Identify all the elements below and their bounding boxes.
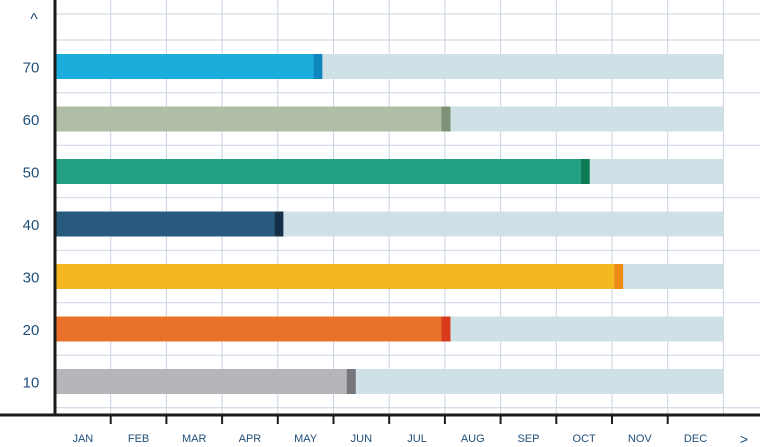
y-tick-label: 70 [23, 60, 40, 77]
y-tick-label: 40 [23, 217, 40, 234]
x-tick-label: DEC [684, 433, 707, 445]
bar-20 [55, 316, 442, 342]
x-tick-label: MAR [182, 433, 207, 445]
x-tick-label: MAY [294, 433, 318, 445]
bar-cap-50 [580, 159, 590, 184]
bar-30 [55, 264, 615, 289]
x-tick-label: NOV [628, 433, 653, 445]
bar-cap-20 [441, 316, 451, 342]
y-tick-label: 10 [23, 375, 40, 392]
ticks: 70 60 50 40 30 20 10 JAN FEB MAR APR MAY JUN JUL AUG SE… [23, 60, 708, 446]
y-axis-arrow: ^ [30, 11, 38, 28]
x-axis-arrow: > [740, 431, 748, 447]
bar-10 [55, 369, 347, 394]
bar-60 [55, 106, 442, 132]
bars [55, 54, 624, 394]
y-tick-label: 50 [23, 165, 40, 182]
y-tick-label: 30 [23, 270, 40, 287]
x-tick-label: APR [239, 433, 262, 445]
bar-40 [55, 211, 275, 237]
x-tick-label: SEP [517, 433, 539, 445]
x-tick-label: OCT [573, 433, 597, 445]
bar-cap-70 [313, 54, 323, 79]
bar-cap-10 [346, 369, 356, 394]
bar-cap-60 [441, 106, 451, 132]
x-tick-label: JUL [407, 433, 427, 445]
bar-cap-30 [614, 264, 624, 289]
bar-50 [55, 159, 581, 184]
x-tick-label: FEB [128, 433, 149, 445]
bar-70 [55, 54, 314, 79]
x-tick-label: JAN [72, 433, 93, 445]
y-tick-label: 60 [23, 112, 40, 129]
x-tick-label: AUG [461, 433, 485, 445]
x-tick-label: JUN [351, 433, 372, 445]
y-tick-label: 20 [23, 322, 40, 339]
bar-cap-40 [274, 211, 284, 237]
